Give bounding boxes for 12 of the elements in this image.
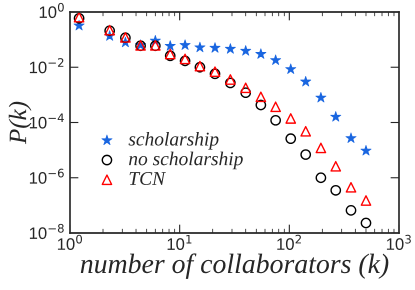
legend-label: no scholarship [129, 152, 243, 170]
x-axis-title: number of collaborators (k) [80, 253, 388, 279]
legend-label: scholarship [128, 132, 218, 150]
x-tick-label: 10$^{3}$ [386, 234, 411, 250]
y-tick-label: 10$^{−4}$ [30, 114, 64, 129]
y-axis-title: P(k) [8, 102, 32, 144]
x-tick-label: 10$^{2}$ [277, 234, 301, 250]
y-tick-label: 10$^{−2}$ [30, 58, 64, 74]
legend-label: TCN [130, 172, 166, 186]
y-tick-label: 10$^{0}$ [40, 2, 64, 18]
x-tick-label: 10$^{1}$ [168, 234, 192, 250]
y-tick-label: 10$^{−6}$ [30, 168, 64, 184]
